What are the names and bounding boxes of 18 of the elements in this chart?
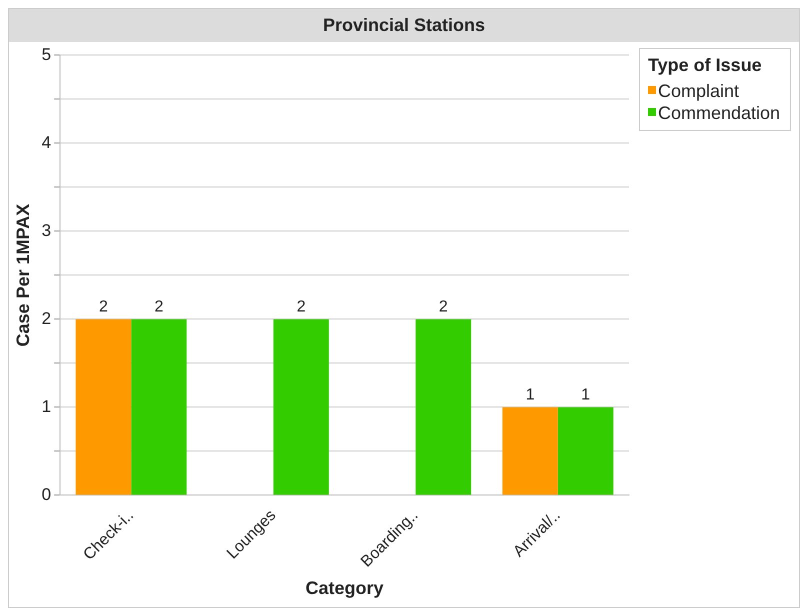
data-label: 2 xyxy=(154,298,164,316)
y-axis-title: Case Per 1MPAX xyxy=(12,204,33,347)
data-label: 2 xyxy=(296,298,306,316)
legend-label: Complaint xyxy=(658,80,740,102)
x-axis-title: Category xyxy=(306,578,384,598)
legend-title: Type of Issue xyxy=(648,55,763,76)
data-label: 2 xyxy=(98,298,108,316)
y-tick-label: 5 xyxy=(42,44,52,64)
y-tick-label: 3 xyxy=(42,220,52,240)
data-label: 2 xyxy=(438,298,448,316)
data-label: 1 xyxy=(526,386,535,404)
y-tick-label: 2 xyxy=(42,308,52,328)
chart-title: Provincial Stations xyxy=(9,9,799,42)
data-label: 1 xyxy=(581,386,590,404)
legend-label: Commendation xyxy=(658,102,780,124)
y-tick-label: 1 xyxy=(42,396,52,416)
y-tick-label: 4 xyxy=(42,132,52,152)
y-tick-label: 0 xyxy=(42,484,52,504)
